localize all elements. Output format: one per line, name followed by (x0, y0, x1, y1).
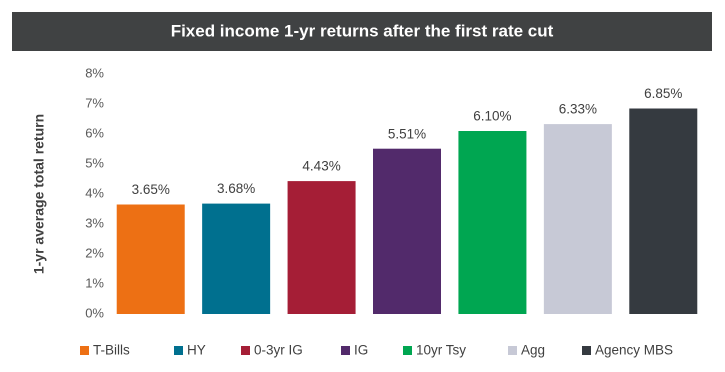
legend-swatch (241, 346, 250, 355)
data-label: 3.68% (217, 181, 255, 196)
data-label: 6.85% (644, 86, 682, 101)
y-tick-label: 5% (85, 155, 104, 170)
data-label: 6.33% (559, 102, 597, 117)
y-tick-label: 8% (85, 65, 104, 80)
legend-label: HY (187, 343, 206, 358)
bar (202, 203, 271, 314)
legend-swatch (582, 346, 591, 355)
data-label: 4.43% (302, 159, 340, 174)
legend-swatch (174, 346, 183, 355)
y-axis-label: 1-yr average total return (31, 114, 47, 274)
legend-label: IG (354, 343, 368, 358)
bar (543, 124, 612, 314)
y-tick-label: 2% (85, 245, 104, 260)
y-tick-label: 1% (85, 275, 104, 290)
legend-swatch (403, 346, 412, 355)
data-label: 6.10% (473, 109, 511, 124)
legend-label: T-Bills (93, 343, 130, 358)
title-bar (12, 12, 712, 51)
y-tick-label: 7% (85, 95, 104, 110)
legend-swatch (508, 346, 517, 355)
bar (373, 148, 441, 314)
legend-label: 0-3yr IG (254, 343, 303, 358)
y-tick-label: 0% (85, 305, 104, 320)
y-tick-label: 3% (85, 215, 104, 230)
bar (287, 181, 356, 314)
data-label: 5.51% (388, 126, 426, 141)
bar (458, 131, 527, 314)
legend-label: 10yr Tsy (416, 343, 466, 358)
legend-swatch (80, 346, 89, 355)
legend-swatch (341, 346, 350, 355)
bar (116, 204, 185, 314)
legend-label: Agency MBS (595, 343, 673, 358)
legend-label: Agg (521, 343, 545, 358)
data-label: 3.65% (132, 182, 170, 197)
y-tick-label: 6% (85, 125, 104, 140)
y-tick-label: 4% (85, 185, 104, 200)
chart-title: Fixed income 1-yr returns after the firs… (171, 21, 554, 40)
bar (629, 108, 698, 314)
